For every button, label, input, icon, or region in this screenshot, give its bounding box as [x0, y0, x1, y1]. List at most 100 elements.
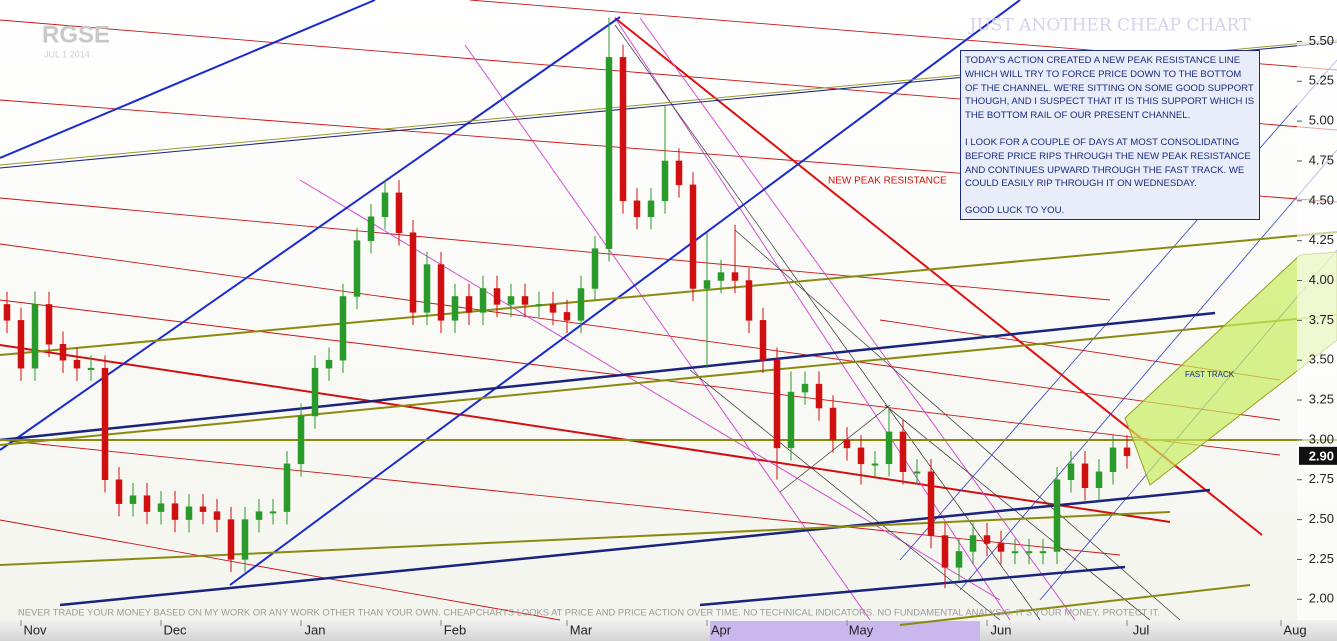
candle-body — [787, 391, 795, 449]
candle-body — [843, 439, 851, 449]
candle-body — [1095, 471, 1103, 488]
candle-body — [241, 519, 249, 560]
candle-body — [493, 288, 501, 305]
candle-body — [73, 359, 81, 369]
candle-body — [689, 184, 697, 289]
annotation: NEW PEAK RESISTANCE — [828, 176, 947, 187]
red-support — [0, 344, 1171, 523]
candle-body — [143, 495, 151, 512]
candle-body — [703, 280, 711, 289]
y-tick-label: 3.25 — [1309, 391, 1334, 406]
navy-support — [0, 311, 1216, 607]
candle-body — [871, 463, 879, 466]
candle-body — [815, 383, 823, 409]
candle-body — [759, 320, 767, 361]
y-tick-label: 3.00 — [1309, 431, 1334, 446]
candle-body — [731, 272, 739, 281]
candle-body — [381, 192, 389, 218]
candle-body — [255, 511, 263, 520]
candle-body — [983, 535, 991, 544]
candle-body — [1067, 463, 1075, 480]
candle-body — [395, 192, 403, 233]
y-tick-label: 2.50 — [1309, 511, 1334, 526]
y-tick-label: 2.25 — [1309, 551, 1334, 566]
candle-body — [339, 296, 347, 361]
candle-body — [829, 407, 837, 441]
x-tick-label: May — [849, 622, 874, 637]
y-tick-label: 2.00 — [1309, 591, 1334, 606]
y-tick-label: 5.25 — [1309, 73, 1334, 88]
candle-body — [913, 471, 921, 474]
candle-body — [325, 359, 333, 369]
candle-body — [451, 296, 459, 321]
y-tick-label: 4.00 — [1309, 272, 1334, 287]
x-tick-label: Apr — [711, 622, 732, 637]
candle-body — [507, 296, 515, 305]
candle-body — [619, 57, 627, 202]
x-axis-band — [0, 620, 1337, 641]
candle-body — [437, 264, 445, 321]
candle-body — [801, 383, 809, 393]
candle-body — [17, 320, 25, 369]
y-tick-label: 2.75 — [1309, 471, 1334, 486]
candle-body — [1123, 447, 1131, 457]
x-tick-label: Feb — [444, 622, 466, 637]
candle-body — [101, 367, 109, 480]
candle-body — [969, 535, 977, 552]
fast-track-zone — [1124, 251, 1337, 486]
candle-body — [1081, 463, 1089, 488]
candle-body — [213, 511, 221, 520]
candle-body — [1039, 551, 1047, 554]
x-tick-label: Aug — [1283, 622, 1306, 637]
candle-body — [885, 431, 893, 465]
last-price-tag — [1299, 446, 1337, 465]
candle-body — [87, 367, 95, 370]
candle-body — [115, 479, 123, 504]
red-channel — [0, 0, 1337, 621]
date: JUL 1 2014 — [44, 49, 90, 59]
chart-title: JUST ANOTHER CHEAP CHART — [968, 16, 1251, 36]
candle-body — [717, 272, 725, 281]
y-tick-label: 4.75 — [1309, 152, 1334, 167]
candle-body — [927, 471, 935, 536]
y-tick-label: 3.50 — [1309, 352, 1334, 367]
commentary: TODAY'S ACTION CREATED A NEW PEAK RESIST… — [965, 55, 1255, 122]
candle-body — [45, 304, 53, 345]
candle-body — [171, 503, 179, 520]
candle-body — [409, 232, 417, 313]
commentary: I LOOK FOR A COUPLE OF DAYS AT MOST CONS… — [965, 136, 1251, 190]
candle-body — [1109, 447, 1117, 473]
candle-body — [535, 304, 543, 307]
range-highlight — [710, 621, 980, 641]
candle-body — [3, 304, 11, 321]
candle-body — [353, 240, 361, 297]
candle-body — [941, 535, 949, 568]
candle-body — [157, 503, 165, 512]
trend-lines — [0, 0, 1337, 626]
y-tick-label: 4.50 — [1309, 192, 1334, 207]
x-tick-label: Mar — [570, 622, 593, 637]
candle-body — [605, 57, 613, 249]
candle-body — [857, 447, 865, 465]
candle-body — [283, 463, 291, 512]
candle-body — [31, 304, 39, 369]
x-tick-label: Dec — [163, 622, 187, 637]
last-price-label: 2.90 — [1309, 448, 1334, 463]
candle-body — [269, 511, 277, 514]
candle-body — [465, 296, 473, 313]
disclaimer: NEVER TRADE YOUR MONEY BASED ON MY WORK … — [18, 606, 1160, 617]
candle-body — [311, 367, 319, 417]
candle-body — [549, 304, 557, 313]
candle-body — [773, 359, 781, 449]
x-tick-label: Nov — [23, 622, 47, 637]
y-axis-band — [1297, 0, 1337, 620]
candle-body — [185, 506, 193, 520]
candle-body — [297, 415, 305, 465]
commentary-box: TODAY'S ACTION CREATED A NEW PEAK RESIST… — [960, 50, 1260, 220]
olive-lines — [0, 231, 1337, 626]
y-tick-label: 4.25 — [1309, 232, 1334, 247]
commentary: GOOD LUCK TO YOU. — [965, 205, 1065, 217]
candle-body — [423, 264, 431, 313]
candle-body — [367, 216, 375, 241]
